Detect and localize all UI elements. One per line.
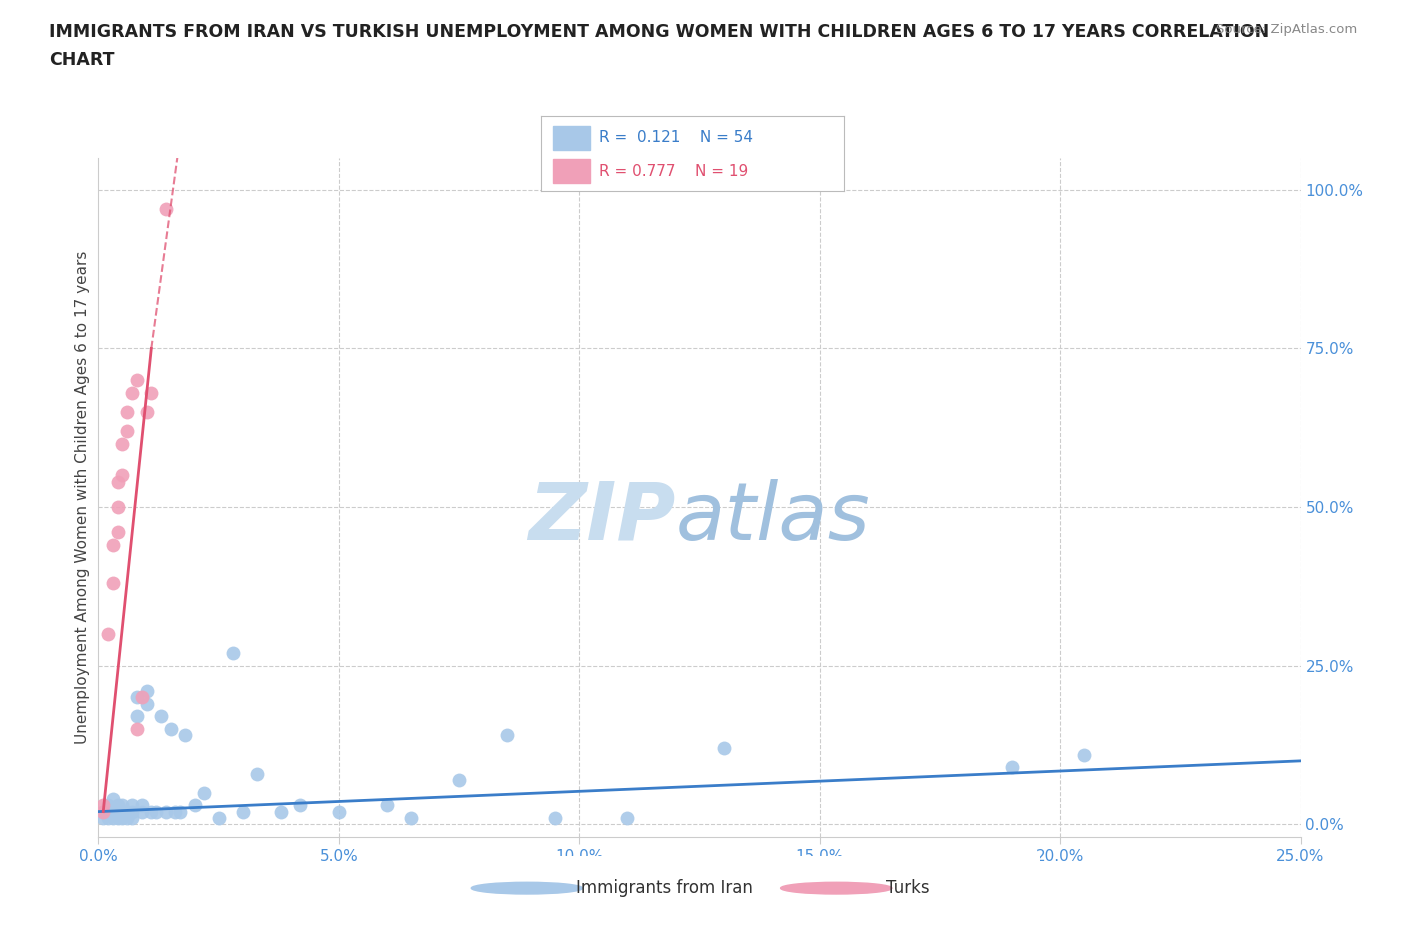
Point	[125, 709, 148, 724]
Point	[125, 722, 148, 737]
Bar	[554, 126, 589, 150]
Point	[97, 627, 120, 642]
Point	[111, 804, 134, 819]
Point	[155, 804, 177, 819]
Point	[193, 785, 215, 800]
Point	[159, 722, 181, 737]
Point	[222, 645, 245, 660]
Point	[117, 811, 139, 826]
Text: Turks: Turks	[886, 879, 929, 897]
Point	[290, 798, 312, 813]
Point	[496, 728, 519, 743]
Point	[1073, 747, 1095, 762]
Point	[165, 804, 187, 819]
Point	[97, 811, 120, 826]
Point	[111, 811, 134, 826]
Point	[149, 709, 172, 724]
Point	[107, 811, 129, 826]
Point	[121, 798, 143, 813]
Point	[101, 811, 124, 826]
Point	[107, 499, 129, 514]
Point	[117, 804, 139, 819]
Point	[107, 804, 129, 819]
Point	[121, 385, 143, 400]
Point	[117, 423, 139, 438]
Point	[101, 538, 124, 552]
Point	[270, 804, 292, 819]
Point	[131, 798, 153, 813]
Point	[1001, 760, 1024, 775]
Text: R = 0.777    N = 19: R = 0.777 N = 19	[599, 164, 748, 179]
Point	[713, 740, 735, 755]
Point	[91, 811, 114, 826]
Point	[131, 690, 153, 705]
Point	[141, 804, 163, 819]
Point	[91, 804, 114, 819]
Point	[375, 798, 398, 813]
Point	[91, 798, 114, 813]
Point	[111, 798, 134, 813]
Circle shape	[780, 883, 891, 894]
Point	[101, 791, 124, 806]
Point	[145, 804, 167, 819]
Point	[616, 811, 638, 826]
Point	[107, 525, 129, 540]
Point	[246, 766, 269, 781]
Point	[107, 798, 129, 813]
Point	[107, 804, 129, 819]
Point	[135, 697, 157, 711]
Text: ZIP: ZIP	[529, 479, 675, 557]
Point	[155, 202, 177, 217]
Point	[111, 468, 134, 483]
Point	[107, 474, 129, 489]
Point	[111, 804, 134, 819]
Point	[328, 804, 350, 819]
Point	[117, 804, 139, 819]
Point	[117, 405, 139, 419]
Point	[125, 690, 148, 705]
Text: atlas: atlas	[675, 479, 870, 557]
Point	[183, 798, 205, 813]
Point	[91, 804, 114, 819]
Point	[544, 811, 567, 826]
Point	[121, 804, 143, 819]
Point	[169, 804, 191, 819]
Point	[141, 385, 163, 400]
Point	[97, 804, 120, 819]
Point	[174, 728, 197, 743]
Point	[101, 576, 124, 591]
Point	[121, 811, 143, 826]
Point	[131, 804, 153, 819]
Point	[135, 684, 157, 698]
Point	[135, 405, 157, 419]
Circle shape	[471, 883, 582, 894]
Text: Source: ZipAtlas.com: Source: ZipAtlas.com	[1216, 23, 1357, 36]
Text: Immigrants from Iran: Immigrants from Iran	[576, 879, 754, 897]
Bar	[554, 159, 589, 183]
Point	[399, 811, 422, 826]
Point	[125, 373, 148, 388]
Y-axis label: Unemployment Among Women with Children Ages 6 to 17 years: Unemployment Among Women with Children A…	[75, 251, 90, 744]
Point	[101, 804, 124, 819]
Point	[97, 798, 120, 813]
Text: IMMIGRANTS FROM IRAN VS TURKISH UNEMPLOYMENT AMONG WOMEN WITH CHILDREN AGES 6 TO: IMMIGRANTS FROM IRAN VS TURKISH UNEMPLOY…	[49, 23, 1270, 41]
Point	[232, 804, 254, 819]
Point	[208, 811, 231, 826]
Point	[111, 436, 134, 451]
Point	[447, 773, 470, 788]
Text: R =  0.121    N = 54: R = 0.121 N = 54	[599, 130, 752, 145]
Text: CHART: CHART	[49, 51, 115, 69]
